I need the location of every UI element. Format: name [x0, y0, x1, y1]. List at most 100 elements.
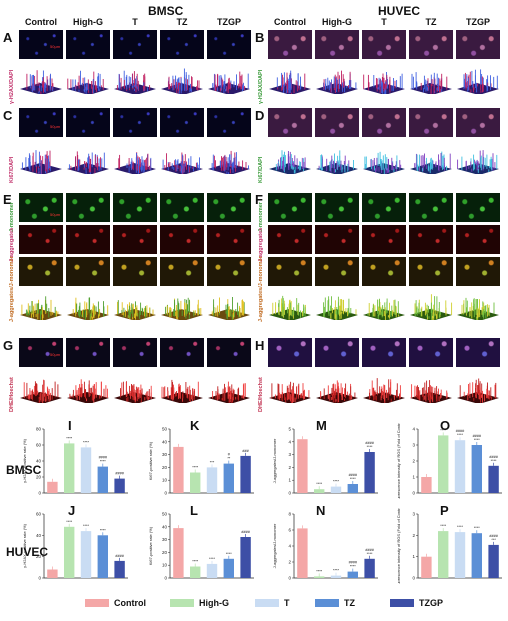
y-axis-label: Fluorescence intensity of ROS (Fold of C… [396, 508, 401, 584]
legend-label-high-g: High-G [199, 598, 229, 608]
surface-plot-huvec-cd-surface-2 [316, 150, 358, 174]
bar-control [297, 439, 308, 493]
y-tick-label: 5 [288, 427, 291, 432]
surface-plot-bmsc-ef-surface-2 [67, 297, 109, 320]
y-tick-label: 40 [36, 533, 42, 538]
significance-label: **** [83, 440, 89, 444]
micrograph-bmsc-ef-aggregates-4 [160, 225, 204, 254]
surface-plot-huvec-ef-surface-2 [316, 296, 358, 320]
micrograph-bmsc-cd-image-5 [207, 108, 251, 137]
surface-plot-base [316, 83, 358, 94]
bar-high-g [64, 443, 75, 493]
bar-chart-m: J-aggregates/J-monomer 0 1 2 3 4 5 **** **** ****… [272, 427, 378, 496]
y-tick-label: 10 [162, 478, 168, 483]
surface-plot-huvec-ab-surface-5 [457, 69, 499, 94]
bar-tz [223, 558, 234, 578]
scale-bar-c: 50μm [50, 124, 61, 129]
micrograph-huvec-cd-image-5 [456, 108, 500, 137]
y-tick-label: 20 [36, 554, 42, 559]
micrograph-bmsc-ab-image-1 [19, 30, 63, 59]
significance-label: **** [457, 433, 463, 437]
surface-plot-bmsc-cd-surface-4 [161, 152, 203, 174]
bar-tz [471, 533, 482, 578]
y-axis-label: Fluorescence intensity of ROS (Fold of C… [396, 423, 401, 499]
y-tick-label: 3 [412, 512, 415, 517]
bar-t [80, 447, 92, 493]
significance-label: *** [491, 538, 496, 542]
chart-row-huvec: HUVEC [6, 545, 49, 559]
significance-label: #### [473, 434, 482, 438]
y-tick-label: 1 [288, 478, 291, 483]
significance-label: **** [192, 560, 198, 564]
legend-swatch-high-g [170, 599, 194, 607]
surface-plot-huvec-gh-surface-5 [457, 378, 499, 403]
column-header-huvec-high-g: High-G [322, 17, 352, 27]
significance-label: ### [242, 449, 249, 453]
micrograph-bmsc-ab-image-5 [207, 30, 251, 59]
row-label-gh-right: DHE/Hoechst [258, 377, 264, 412]
group-title-bmsc: BMSC [148, 4, 184, 18]
y-axis-label: γ-H2AX-positive rate (%) [22, 438, 27, 483]
significance-label: **** [350, 565, 356, 569]
micrograph-bmsc-ef-aggregates-2 [66, 225, 110, 254]
panel-letter-a: A [3, 30, 13, 45]
bar-tzgp [114, 478, 125, 493]
y-axis-label: J-aggregates/J-monomer [272, 438, 277, 483]
y-tick-label: 60 [36, 512, 42, 517]
legend-item-t: T [255, 598, 290, 608]
row-label-cd-left: Ki67/DAPI [9, 156, 15, 183]
significance-label: **** [350, 477, 356, 481]
micrograph-huvec-ef-merge-5 [456, 257, 500, 286]
legend-label-tzgp: TZGP [419, 598, 443, 608]
y-tick-label: 50 [162, 427, 168, 432]
surface-plot-bmsc-gh-surface-2 [67, 379, 109, 403]
bar-chart-p: Fluorescence intensity of ROS (Fold of C… [396, 508, 502, 584]
significance-label: **** [66, 436, 72, 440]
bar-t [80, 531, 92, 578]
micrograph-bmsc-ef-aggregates-1 [19, 225, 63, 254]
significance-label: #### [365, 441, 374, 445]
y-tick-label: 3 [412, 443, 415, 448]
y-tick-label: 0 [288, 576, 291, 581]
micrograph-bmsc-ef-merge-4 [160, 257, 204, 286]
bar-t [454, 532, 466, 578]
y-tick-label: 8 [288, 512, 291, 517]
surface-plot-huvec-ab-surface-4 [410, 72, 452, 94]
y-tick-label: 2 [288, 465, 291, 470]
micrograph-bmsc-ab-image-3 [113, 30, 157, 59]
micrograph-huvec-ef-merge-2 [315, 257, 359, 286]
group-title-huvec: HUVEC [378, 4, 421, 18]
surface-plot-huvec-ab-surface-1 [269, 70, 311, 94]
bar-tz [471, 445, 482, 493]
micrograph-huvec-cd-image-3 [362, 108, 406, 137]
y-tick-label: 0 [412, 576, 415, 581]
micrograph-bmsc-gh-image-1 [19, 338, 63, 367]
bar-control [173, 528, 184, 578]
bar-t [330, 486, 342, 493]
surface-plot-huvec-gh-surface-4 [410, 380, 452, 403]
micrograph-huvec-ef-aggregates-2 [315, 225, 359, 254]
y-tick-label: 60 [36, 443, 42, 448]
significance-label: **** [66, 520, 72, 524]
bar-tzgp [240, 455, 251, 493]
y-tick-label: 1 [412, 554, 415, 559]
micrograph-huvec-ef-aggregates-3 [362, 225, 406, 254]
surface-plot-bmsc-cd-surface-3 [114, 152, 156, 174]
significance-label: **** [209, 557, 215, 561]
panel-letter-f: F [255, 192, 263, 207]
y-tick-label: 2 [288, 560, 291, 565]
surface-plot-base [457, 83, 499, 94]
surface-plot-base [114, 83, 156, 94]
panel-letter-d: D [255, 108, 265, 123]
significance-label: **** [333, 569, 339, 573]
y-tick-label: 0 [164, 491, 167, 496]
micrograph-huvec-gh-image-1 [268, 338, 312, 367]
micrograph-bmsc-ef-merge-1 [19, 257, 63, 286]
significance-label: #### [241, 530, 250, 534]
micrograph-huvec-cd-image-4 [409, 108, 453, 137]
micrograph-bmsc-ef-aggregates-3 [113, 225, 157, 254]
significance-label: #### [115, 472, 124, 476]
legend-item-tzgp: TZGP [390, 598, 443, 608]
y-tick-label: 2 [412, 459, 415, 464]
surface-plot-huvec-gh-surface-2 [316, 380, 358, 403]
